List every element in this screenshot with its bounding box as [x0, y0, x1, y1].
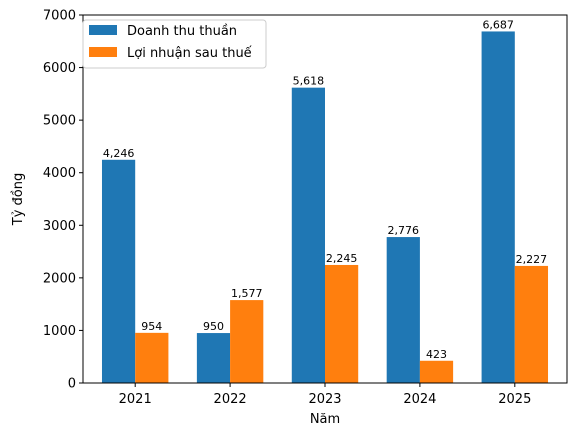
bar-revenue-2025 — [481, 31, 515, 383]
y-axis: 0 1000 2000 3000 4000 5000 6000 7000 — [43, 9, 83, 392]
data-labels-layer: 4,246 954 950 1,577 5,618 2,245 2,776 423 6,687 2… — [103, 18, 547, 360]
bar-revenue-2021 — [101, 159, 136, 383]
plot-frame — [82, 14, 568, 384]
data-label-profit-2023: 2,245 — [326, 252, 358, 265]
y-tick-label: 7000 — [43, 9, 76, 24]
x-tick-label: 2024 — [403, 392, 436, 407]
bar-profit-2025 — [514, 265, 549, 383]
bar-profit-2024 — [419, 360, 454, 383]
y-tick-label: 3000 — [43, 219, 76, 234]
y-tick-label: 2000 — [43, 271, 76, 286]
y-tick-label: 0 — [68, 377, 76, 392]
y-tick-label: 5000 — [43, 114, 76, 129]
data-label-revenue-2025: 6,687 — [482, 18, 514, 31]
bar-profit-2021 — [135, 332, 169, 383]
legend-swatch-profit — [89, 47, 117, 57]
data-label-profit-2021: 954 — [141, 320, 162, 333]
legend-label-revenue: Doanh thu thuần — [127, 24, 237, 39]
data-label-revenue-2022: 950 — [203, 320, 224, 333]
x-tick-label: 2023 — [308, 392, 341, 407]
bars-layer — [101, 31, 549, 383]
y-tick-label: 4000 — [43, 166, 76, 181]
y-tick-label: 6000 — [43, 61, 76, 76]
legend-label-profit: Lợi nhuận sau thuế — [127, 46, 252, 61]
data-label-revenue-2023: 5,618 — [293, 75, 325, 88]
data-label-profit-2025: 2,227 — [516, 253, 548, 266]
legend-swatch-revenue — [89, 25, 117, 35]
data-label-revenue-2024: 2,776 — [388, 224, 420, 237]
data-label-revenue-2021: 4,246 — [103, 147, 135, 160]
data-label-profit-2024: 423 — [426, 348, 447, 361]
y-tick-label: 1000 — [43, 324, 76, 339]
bar-revenue-2024 — [386, 237, 420, 383]
x-axis: 2021 2022 2023 2024 2025 — [119, 383, 531, 407]
x-axis-label: Năm — [310, 412, 340, 427]
legend-box — [82, 19, 267, 69]
x-tick-label: 2021 — [119, 392, 152, 407]
bar-revenue-2023 — [291, 87, 325, 383]
y-axis-label: Tỷ đồng — [11, 173, 26, 226]
legend: Doanh thu thuần Lợi nhuận sau thuế — [82, 19, 267, 69]
bar-profit-2023 — [325, 264, 359, 383]
data-label-profit-2022: 1,577 — [231, 287, 263, 300]
bar-revenue-2022 — [196, 333, 231, 383]
bar-profit-2022 — [230, 300, 264, 383]
x-tick-label: 2025 — [498, 392, 531, 407]
x-tick-label: 2022 — [214, 392, 247, 407]
